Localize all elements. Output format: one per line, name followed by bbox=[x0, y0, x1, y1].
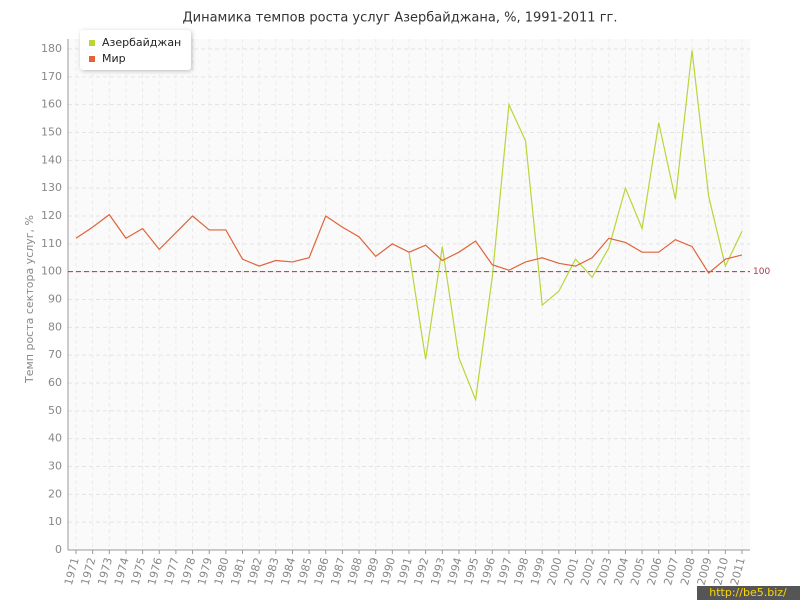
y-axis-label: Темп роста сектора услуг, % bbox=[23, 215, 36, 384]
x-tick-label: 2011 bbox=[728, 556, 748, 586]
legend-swatch bbox=[89, 40, 95, 46]
legend: Азербайджан Мир bbox=[80, 30, 191, 70]
y-tick-label: 100 bbox=[41, 265, 62, 278]
legend-label: Мир bbox=[102, 52, 126, 65]
y-tick-label: 110 bbox=[41, 237, 62, 250]
y-tick-label: 180 bbox=[41, 42, 62, 55]
y-tick-label: 60 bbox=[48, 376, 62, 389]
y-tick-label: 150 bbox=[41, 126, 62, 139]
watermark: http://be5.biz/ bbox=[709, 586, 787, 599]
legend-swatch bbox=[89, 56, 95, 62]
y-tick-label: 10 bbox=[48, 515, 62, 528]
y-tick-label: 170 bbox=[41, 70, 62, 83]
y-tick-label: 0 bbox=[55, 543, 62, 556]
y-tick-label: 160 bbox=[41, 98, 62, 111]
series-line bbox=[75, 213, 743, 274]
chart-title: Динамика темпов роста услуг Азербайджана… bbox=[182, 11, 617, 26]
y-tick-label: 90 bbox=[48, 293, 62, 306]
y-tick-label: 40 bbox=[48, 432, 62, 445]
y-tick-label: 50 bbox=[48, 404, 62, 417]
y-tick-label: 20 bbox=[48, 487, 62, 500]
y-tick-label: 130 bbox=[41, 181, 62, 194]
legend-box bbox=[80, 30, 191, 70]
y-tick-label: 120 bbox=[41, 209, 62, 222]
y-tick-label: 80 bbox=[48, 320, 62, 333]
series-line bbox=[408, 50, 743, 403]
watermark-bg bbox=[697, 586, 800, 600]
y-tick-label: 70 bbox=[48, 348, 62, 361]
reference-label: 100 bbox=[753, 267, 770, 277]
legend-label: Азербайджан bbox=[102, 36, 181, 49]
y-tick-label: 30 bbox=[48, 460, 62, 473]
y-tick-label: 140 bbox=[41, 153, 62, 166]
